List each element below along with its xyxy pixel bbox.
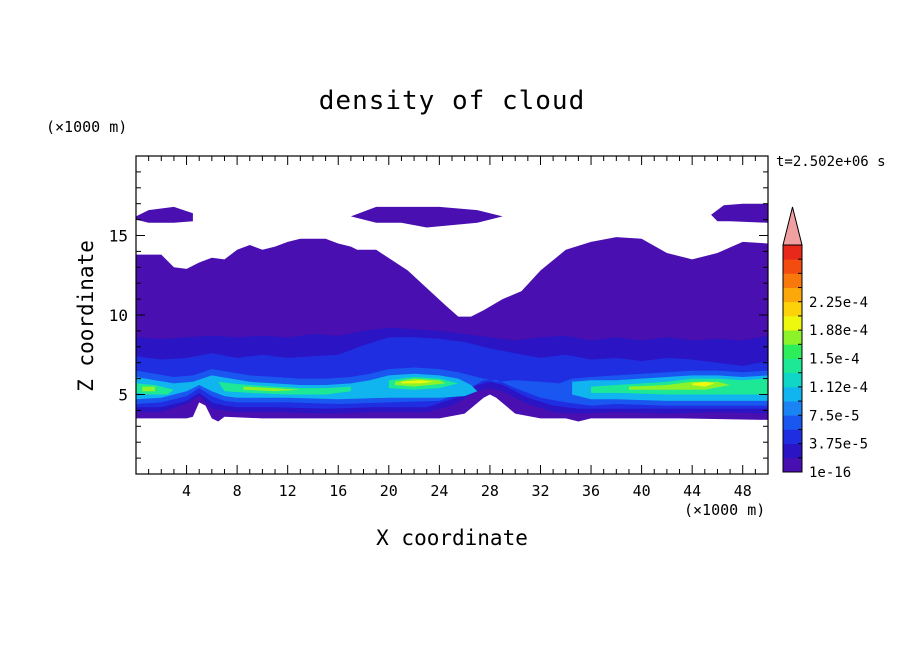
colorbar-swatch bbox=[783, 415, 802, 430]
contour-region-0-1 bbox=[136, 206, 193, 223]
contour-region-6-1 bbox=[243, 386, 301, 392]
contour-layers bbox=[136, 203, 768, 422]
colorbar: 1e-16 3.75e-5 7.5e-5 1.12e-4 1.5e-4 1.88e-4 2.… bbox=[782, 206, 868, 481]
colorbar-label: 7.5e-5 bbox=[809, 408, 860, 424]
x-tick-label: 36 bbox=[582, 482, 600, 500]
y-tick-label: 10 bbox=[109, 306, 128, 325]
colorbar-label: 2.25e-4 bbox=[809, 295, 868, 311]
contour-region-7-1 bbox=[692, 381, 715, 387]
x-tick-label: 4 bbox=[182, 482, 191, 500]
x-tick-label: 24 bbox=[430, 482, 448, 500]
contour-region-5-1 bbox=[218, 381, 351, 395]
colorbar-swatch bbox=[783, 273, 802, 288]
contour-region-7-0 bbox=[401, 380, 433, 384]
colorbar-swatch bbox=[783, 457, 802, 473]
y-axis-ticks: 5 10 15 bbox=[109, 171, 768, 459]
x-axis-ticks: 4 8 12 16 20 24 28 32 36 40 44 48 bbox=[148, 156, 756, 500]
chart-title: density of cloud bbox=[318, 86, 586, 116]
x-tick-label: 48 bbox=[734, 482, 752, 500]
x-axis-unit: (×1000 m) bbox=[684, 501, 766, 519]
colorbar-overflow-triangle bbox=[782, 206, 803, 246]
colorbar-label: 1.88e-4 bbox=[809, 323, 868, 339]
colorbar-swatch bbox=[783, 401, 802, 416]
colorbar-swatch bbox=[783, 443, 802, 459]
colorbar-swatch bbox=[783, 259, 802, 274]
y-tick-label: 15 bbox=[109, 227, 128, 246]
colorbar-swatch bbox=[783, 287, 802, 303]
colorbar-swatch bbox=[783, 315, 802, 331]
y-axis-label: Z coordinate bbox=[74, 240, 98, 392]
colorbar-label: 3.75e-5 bbox=[809, 437, 868, 453]
colorbar-swatch bbox=[783, 344, 802, 359]
x-tick-label: 44 bbox=[683, 482, 701, 500]
y-tick-label: 5 bbox=[118, 386, 128, 405]
x-tick-label: 12 bbox=[279, 482, 297, 500]
x-tick-label: 28 bbox=[481, 482, 499, 500]
colorbar-swatch bbox=[783, 372, 802, 388]
x-tick-label: 32 bbox=[531, 482, 549, 500]
contour-region-0-3 bbox=[711, 203, 768, 223]
x-tick-label: 40 bbox=[633, 482, 651, 500]
x-axis-label: X coordinate bbox=[376, 526, 528, 550]
y-axis-unit: (×1000 m) bbox=[46, 118, 128, 136]
colorbar-swatch bbox=[783, 330, 802, 345]
contour-region-0-2 bbox=[350, 206, 503, 228]
colorbar-swatch bbox=[783, 386, 802, 402]
colorbar-swatch bbox=[783, 301, 802, 317]
colorbar-label: 1.5e-4 bbox=[809, 352, 860, 368]
colorbar-swatch bbox=[783, 429, 802, 445]
colorbar-label: 1.12e-4 bbox=[809, 380, 868, 396]
x-tick-label: 8 bbox=[233, 482, 242, 500]
colorbar-swatch bbox=[783, 358, 802, 374]
colorbar-swatch bbox=[783, 245, 802, 260]
time-stamp: t=2.502e+06 s bbox=[776, 154, 886, 170]
contour-region-6-0 bbox=[142, 386, 155, 392]
x-tick-label: 20 bbox=[380, 482, 398, 500]
colorbar-label: 1e-16 bbox=[809, 465, 851, 481]
x-tick-label: 16 bbox=[329, 482, 347, 500]
